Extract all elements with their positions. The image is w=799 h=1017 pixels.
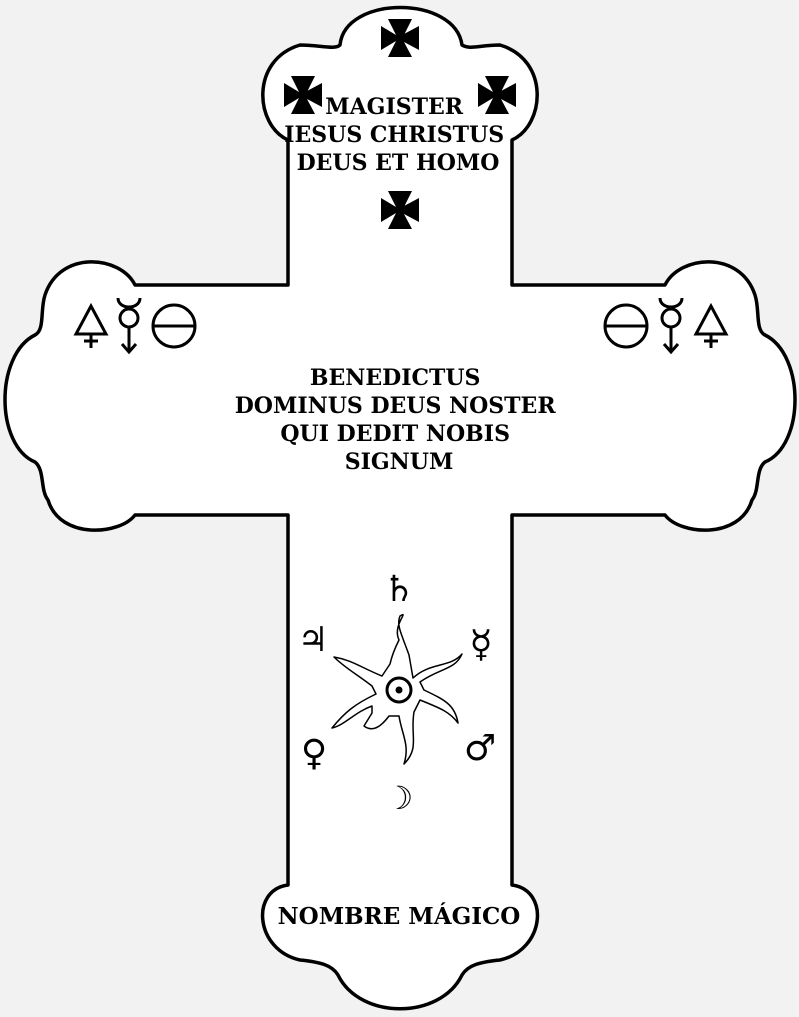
center-line-3: QUI DEDIT NOBIS [280,421,510,447]
mercury-icon-left [116,297,142,355]
sulfur-icon-right [693,302,729,348]
salt-icon-right [603,303,649,349]
sulfur-icon-left [73,302,109,348]
center-line-4: SIGNUM [345,449,454,475]
bottom-inscription: NOMBRE MÁGICO [278,903,521,930]
saturn-icon: ♄ [383,569,415,610]
moon-icon: ☽ [385,779,414,817]
mercury-icon-right [658,297,684,355]
top-inscription: MAGISTER IESUS CHRISTUS DEUS ET HOMO [284,94,512,176]
top-line-3: DEUS ET HOMO [297,150,500,176]
mercury-icon: ☿ [469,622,492,666]
jupiter-icon: ♃ [298,620,328,660]
right-arm-symbols [603,297,729,355]
mars-icon: ♂ [464,728,496,769]
center-line-1: BENEDICTUS [310,365,481,391]
cross-outline [3,5,797,1011]
top-line-2: IESUS CHRISTUS [284,122,504,148]
venus-icon: ♀ [301,733,327,774]
star-sun-emblem [331,613,463,765]
salt-icon-left [151,303,197,349]
center-inscription: BENEDICTUS DOMINUS DEUS NOSTER QUI DEDIT… [235,365,564,475]
center-line-2: DOMINUS DEUS NOSTER [235,393,557,419]
top-line-1: MAGISTER [325,94,464,120]
left-arm-symbols [73,297,197,355]
